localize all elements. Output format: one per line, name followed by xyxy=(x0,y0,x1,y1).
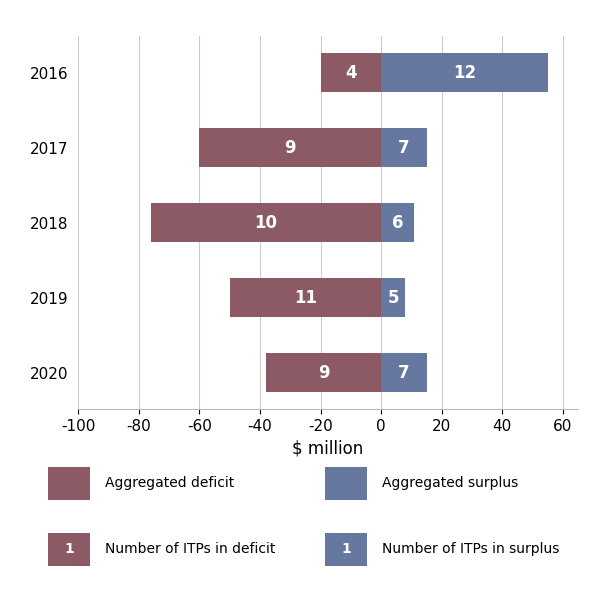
Bar xyxy=(320,53,381,92)
Text: 9: 9 xyxy=(318,364,329,382)
Text: Aggregated deficit: Aggregated deficit xyxy=(105,476,235,490)
Bar xyxy=(151,203,381,242)
Text: 1: 1 xyxy=(341,542,351,556)
Text: 5: 5 xyxy=(388,289,399,307)
Text: 1: 1 xyxy=(64,542,74,556)
Bar xyxy=(381,53,548,92)
Bar xyxy=(266,353,381,393)
Text: 4: 4 xyxy=(345,64,356,82)
Text: Number of ITPs in deficit: Number of ITPs in deficit xyxy=(105,542,276,556)
Bar xyxy=(381,203,414,242)
Text: 7: 7 xyxy=(398,138,409,157)
Bar xyxy=(381,128,426,167)
Text: 7: 7 xyxy=(398,364,409,382)
Text: Number of ITPs in surplus: Number of ITPs in surplus xyxy=(382,542,560,556)
Bar xyxy=(381,353,426,393)
X-axis label: $ million: $ million xyxy=(293,439,364,458)
Text: 12: 12 xyxy=(453,64,476,82)
Text: Aggregated surplus: Aggregated surplus xyxy=(382,476,518,490)
Text: 11: 11 xyxy=(294,289,317,307)
Bar xyxy=(199,128,381,167)
Text: 10: 10 xyxy=(255,214,278,232)
Text: 6: 6 xyxy=(392,214,403,232)
Bar xyxy=(230,278,381,317)
Text: 9: 9 xyxy=(284,138,296,157)
Bar xyxy=(381,278,405,317)
